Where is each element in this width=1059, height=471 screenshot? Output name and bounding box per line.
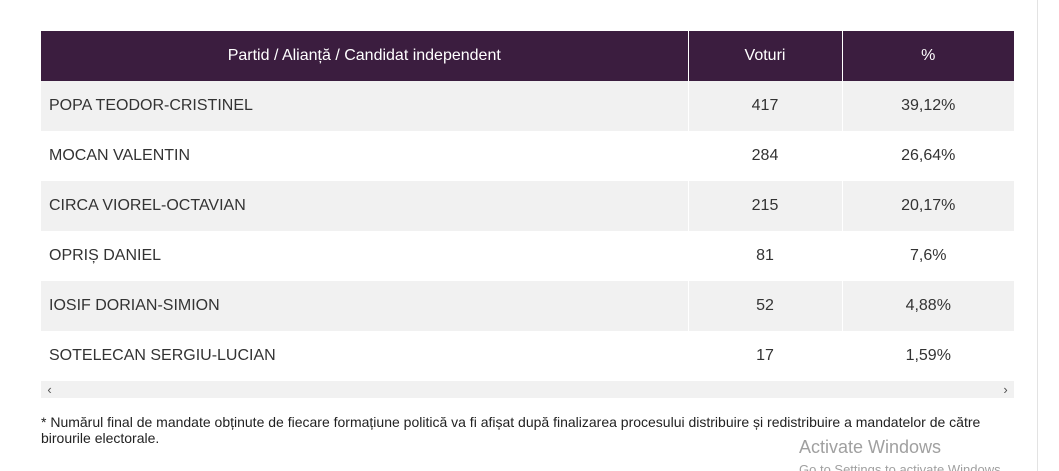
vote-count: 215: [688, 181, 843, 231]
vote-count: 81: [688, 231, 843, 281]
table-row: MOCAN VALENTIN 284 26,64%: [41, 131, 1014, 181]
vote-count: 417: [688, 81, 843, 131]
horizontal-scrollbar[interactable]: ‹ ›: [41, 381, 1014, 398]
candidate-name: CIRCA VIOREL-OCTAVIAN: [41, 181, 689, 231]
candidate-name: SOTELECAN SERGIU-LUCIAN: [41, 331, 689, 381]
watermark-title: Activate Windows: [799, 437, 942, 457]
column-header-party: Partid / Alianță / Candidat independent: [41, 31, 689, 81]
candidate-name: MOCAN VALENTIN: [41, 131, 689, 181]
candidate-name: IOSIF DORIAN-SIMION: [41, 281, 689, 331]
vote-percent: 20,17%: [842, 181, 1014, 231]
vote-percent: 26,64%: [842, 131, 1014, 181]
scroll-right-icon[interactable]: ›: [1003, 382, 1008, 397]
table-row: SOTELECAN SERGIU-LUCIAN 17 1,59%: [41, 331, 1014, 381]
vote-percent: 4,88%: [842, 281, 1014, 331]
windows-activation-watermark: Activate Windows Go to Settings to activ…: [799, 436, 1004, 471]
column-header-percent: %: [842, 31, 1014, 81]
column-header-votes: Voturi: [688, 31, 843, 81]
vote-percent: 39,12%: [842, 81, 1014, 131]
table-row: CIRCA VIOREL-OCTAVIAN 215 20,17%: [41, 181, 1014, 231]
footnote: * Numărul final de mandate obținute de f…: [41, 414, 981, 446]
scroll-left-icon[interactable]: ‹: [47, 382, 52, 397]
candidate-name: POPA TEODOR-CRISTINEL: [41, 81, 689, 131]
vote-count: 17: [688, 331, 843, 381]
table-header-row: Partid / Alianță / Candidat independent …: [41, 31, 1014, 81]
table-row: IOSIF DORIAN-SIMION 52 4,88%: [41, 281, 1014, 331]
vote-percent: 1,59%: [842, 331, 1014, 381]
candidate-name: OPRIȘ DANIEL: [41, 231, 689, 281]
table-row: OPRIȘ DANIEL 81 7,6%: [41, 231, 1014, 281]
vote-count: 52: [688, 281, 843, 331]
watermark-subtitle: Go to Settings to activate Windows.: [799, 462, 1005, 471]
vote-percent: 7,6%: [842, 231, 1014, 281]
table-row: POPA TEODOR-CRISTINEL 417 39,12%: [41, 81, 1014, 131]
results-table: Partid / Alianță / Candidat independent …: [41, 31, 1014, 381]
vote-count: 284: [688, 131, 843, 181]
content-border: [1037, 0, 1038, 471]
